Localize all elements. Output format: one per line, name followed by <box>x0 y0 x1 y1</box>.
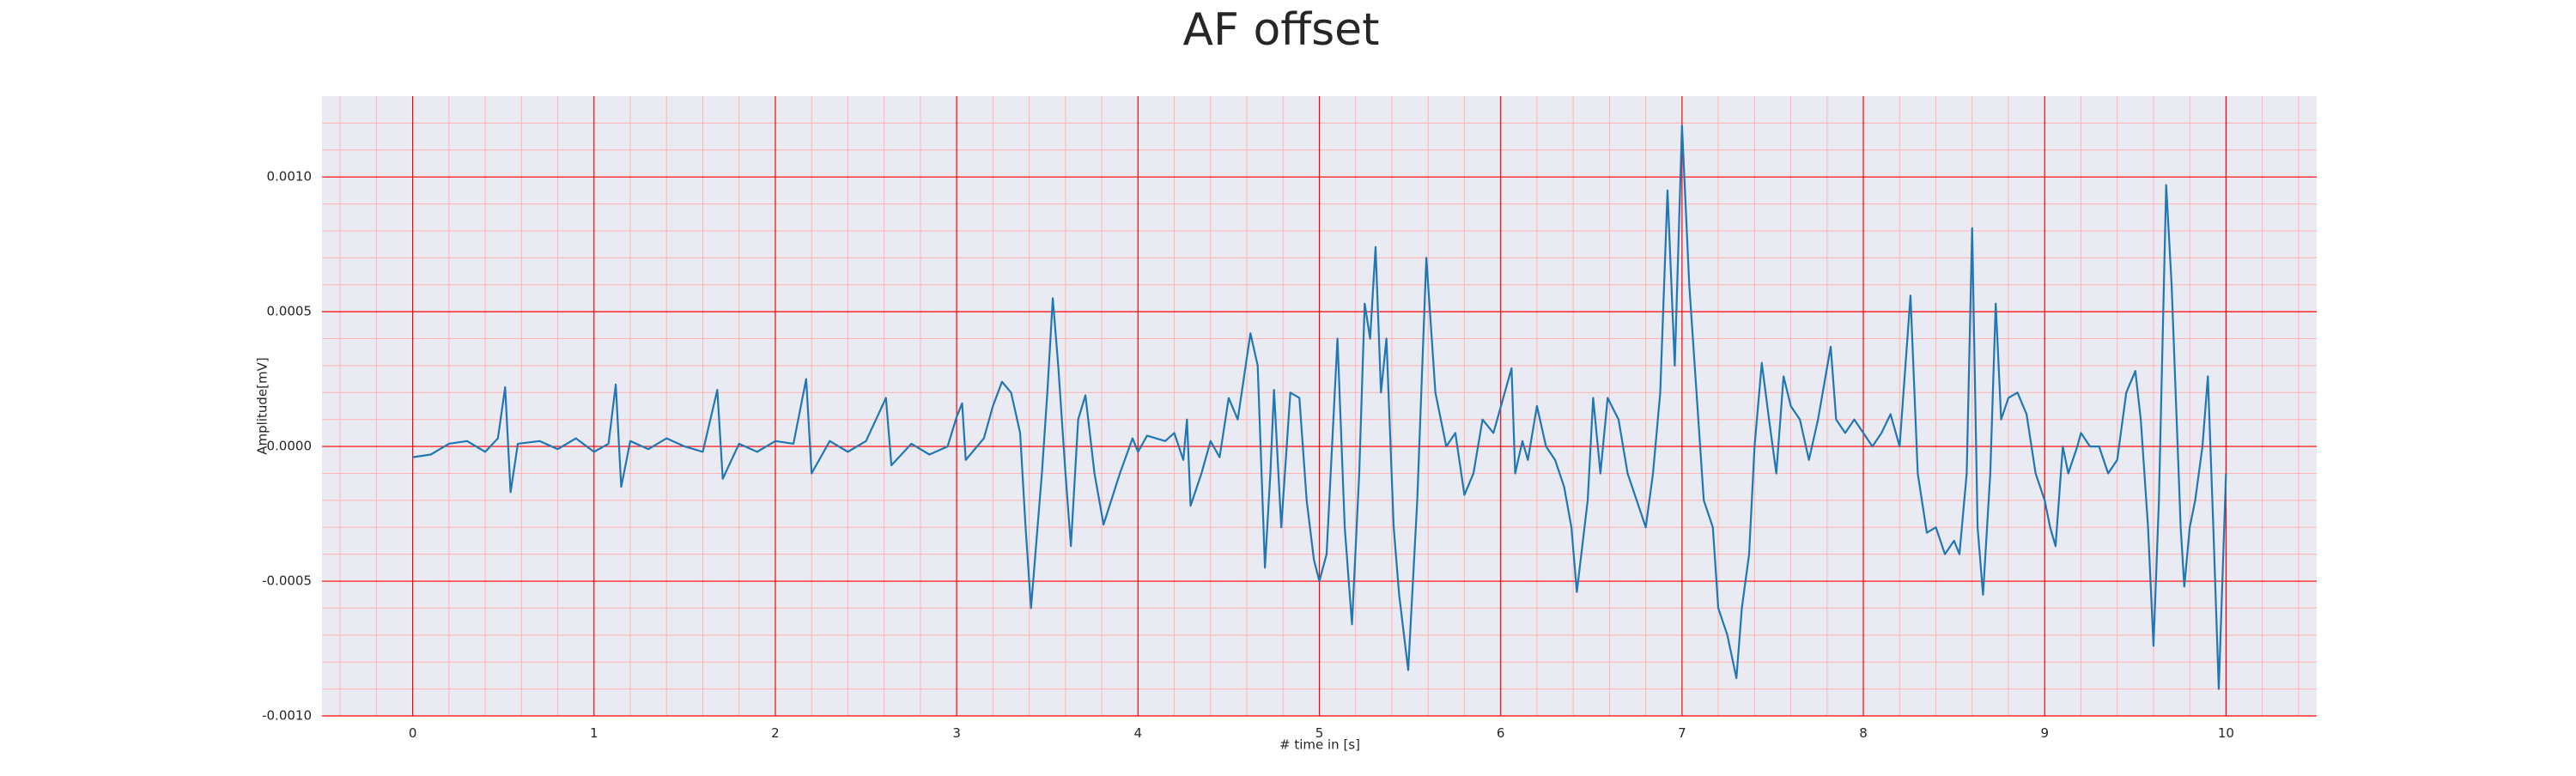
x-tick-label: 2 <box>771 725 780 741</box>
data-line <box>412 124 2227 690</box>
y-tick-label: 0.0010 <box>267 169 313 185</box>
y-tick-label: -0.0010 <box>262 708 312 724</box>
x-tick-label: 5 <box>1315 725 1324 741</box>
x-tick-label: 4 <box>1134 725 1143 741</box>
x-tick-label: 7 <box>1678 725 1686 741</box>
x-tick-label: 1 <box>590 725 598 741</box>
lines <box>412 124 2227 690</box>
y-tick-label: -0.0005 <box>262 573 312 589</box>
x-tick-label: 3 <box>952 725 961 741</box>
x-tick-label: 10 <box>2218 725 2234 741</box>
x-tick-label: 9 <box>2040 725 2049 741</box>
x-tick-label: 0 <box>409 725 417 741</box>
grid <box>322 96 2317 717</box>
x-tick-label: 8 <box>1859 725 1868 741</box>
x-axis-label: # time in [s] <box>1279 737 1360 753</box>
labels: 0 1 2 3 4 5 6 7 8 9 10 -0.0010 -0.0005 0.0000 0.0005 0.… <box>262 169 2234 742</box>
chart-title: AF offset <box>1182 4 1379 56</box>
y-tick-label: 0.0005 <box>267 304 313 319</box>
y-tick-label: 0.0000 <box>267 439 313 454</box>
x-tick-label: 6 <box>1497 725 1505 741</box>
y-axis-label: Amplitude[mV] <box>255 357 270 454</box>
